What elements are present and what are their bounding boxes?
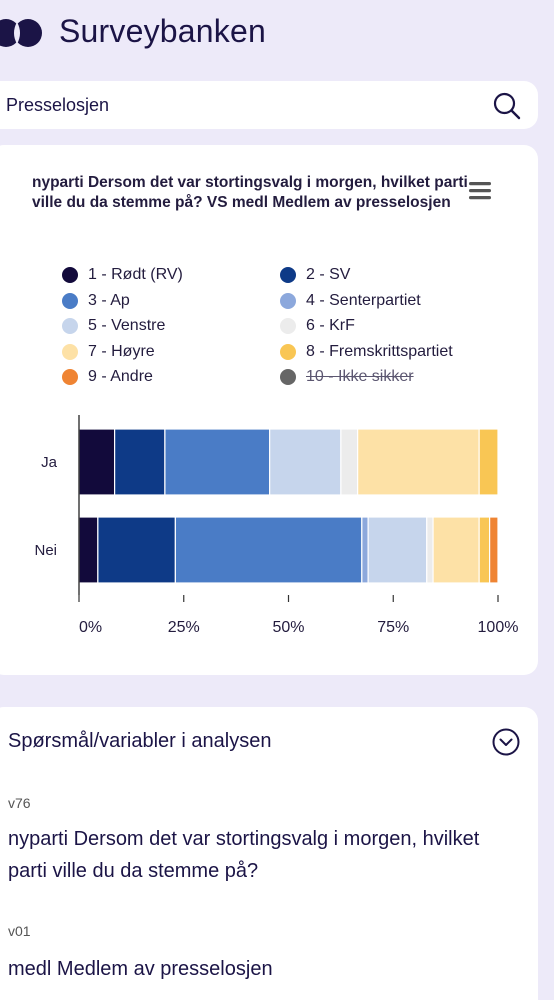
bar-segment[interactable] (478, 428, 499, 496)
legend-swatch (62, 343, 78, 360)
x-tick-label: 0% (79, 619, 102, 636)
legend-swatch (62, 318, 78, 334)
bar-segment[interactable] (78, 428, 116, 496)
legend-label: 2 - SV (306, 266, 351, 283)
brand-name: Surveybanken (59, 13, 266, 49)
search-bar[interactable]: Presselosjen (0, 81, 538, 129)
bar-segment[interactable] (78, 516, 99, 584)
legend-label: 5 - Venstre (88, 317, 166, 334)
legend-swatch (280, 318, 296, 334)
bar-segment[interactable] (164, 428, 271, 496)
legend-swatch (62, 369, 78, 385)
x-tick-label: 25% (168, 619, 200, 636)
chart-plot: Ja Nei 0% 25% 50% 75% 100% (0, 145, 538, 675)
variable-code: v01 (8, 923, 31, 939)
legend-label: 4 - Senterpartiet (306, 291, 421, 309)
legend-label: 9 - Andre (88, 368, 153, 385)
legend-item[interactable]: 10 - Ikke sikker (280, 367, 414, 387)
category-label: Nei (34, 542, 57, 559)
variable-text: nyparti Dersom det var stortingsvalg i m… (8, 828, 480, 882)
legend-item[interactable]: 1 - Rødt (RV) (62, 265, 183, 285)
variables-title: Spørsmål/variabler i analysen (8, 730, 272, 752)
chart-card: nyparti Dersom det var stortingsvalg i m… (0, 145, 538, 675)
bar-segment[interactable] (361, 516, 369, 584)
search-icon[interactable] (492, 91, 522, 121)
bar-segment[interactable] (367, 516, 428, 584)
legend-label: 6 - KrF (306, 317, 355, 334)
legend-item[interactable]: 2 - SV (280, 265, 350, 285)
chart-title: nyparti Dersom det var stortingsvalg i m… (32, 174, 468, 211)
x-tick-label: 100% (478, 619, 519, 636)
app-header: Surveybanken (0, 0, 554, 66)
bar-segment[interactable] (114, 428, 166, 496)
legend-swatch (280, 292, 296, 309)
bar-segment[interactable] (357, 428, 480, 496)
legend-item[interactable]: 7 - Høyre (62, 342, 155, 362)
legend-swatch (280, 369, 296, 385)
legend-swatch (62, 292, 78, 309)
category-label: Ja (41, 454, 58, 471)
legend-item[interactable]: 8 - Fremskrittspartiet (280, 342, 453, 362)
legend-swatch (280, 267, 296, 283)
bar-segment[interactable] (489, 516, 499, 584)
logo-icon[interactable] (0, 17, 44, 49)
legend-swatch (62, 267, 78, 283)
bar-segment[interactable] (426, 516, 434, 584)
legend-swatch (280, 343, 296, 360)
legend-label: 7 - Høyre (88, 342, 155, 360)
menu-icon[interactable] (468, 180, 494, 202)
bar-segment[interactable] (340, 428, 359, 496)
legend-item[interactable]: 9 - Andre (62, 367, 153, 387)
legend-label: 8 - Fremskrittspartiet (306, 342, 453, 360)
bar-segment[interactable] (269, 428, 342, 496)
stacked-bar-chart: Ja Nei 0% 25% 50% 75% 100% (34, 415, 519, 636)
variable-text: medl Medlem av presselosjen (8, 958, 273, 980)
x-tick-label: 50% (272, 619, 304, 636)
legend-label: 1 - Rødt (RV) (88, 266, 183, 283)
legend-item[interactable]: 5 - Venstre (62, 316, 165, 336)
variables-card: Spørsmål/variabler i analysen v76 nypart… (0, 707, 538, 1000)
legend-item[interactable]: 6 - KrF (280, 316, 355, 336)
chevron-down-icon[interactable] (491, 727, 521, 757)
bar-segment[interactable] (97, 516, 176, 584)
variable-code: v76 (8, 795, 31, 811)
bar-segment[interactable] (478, 516, 491, 584)
bar-segment[interactable] (432, 516, 480, 584)
legend-item[interactable]: 4 - Senterpartiet (280, 291, 421, 311)
x-tick-label: 75% (377, 619, 409, 636)
search-input[interactable]: Presselosjen (6, 95, 110, 115)
legend-item[interactable]: 3 - Ap (62, 291, 130, 311)
legend-label: 10 - Ikke sikker (306, 368, 414, 385)
bar-segment[interactable] (174, 516, 363, 584)
legend-label: 3 - Ap (88, 291, 130, 309)
